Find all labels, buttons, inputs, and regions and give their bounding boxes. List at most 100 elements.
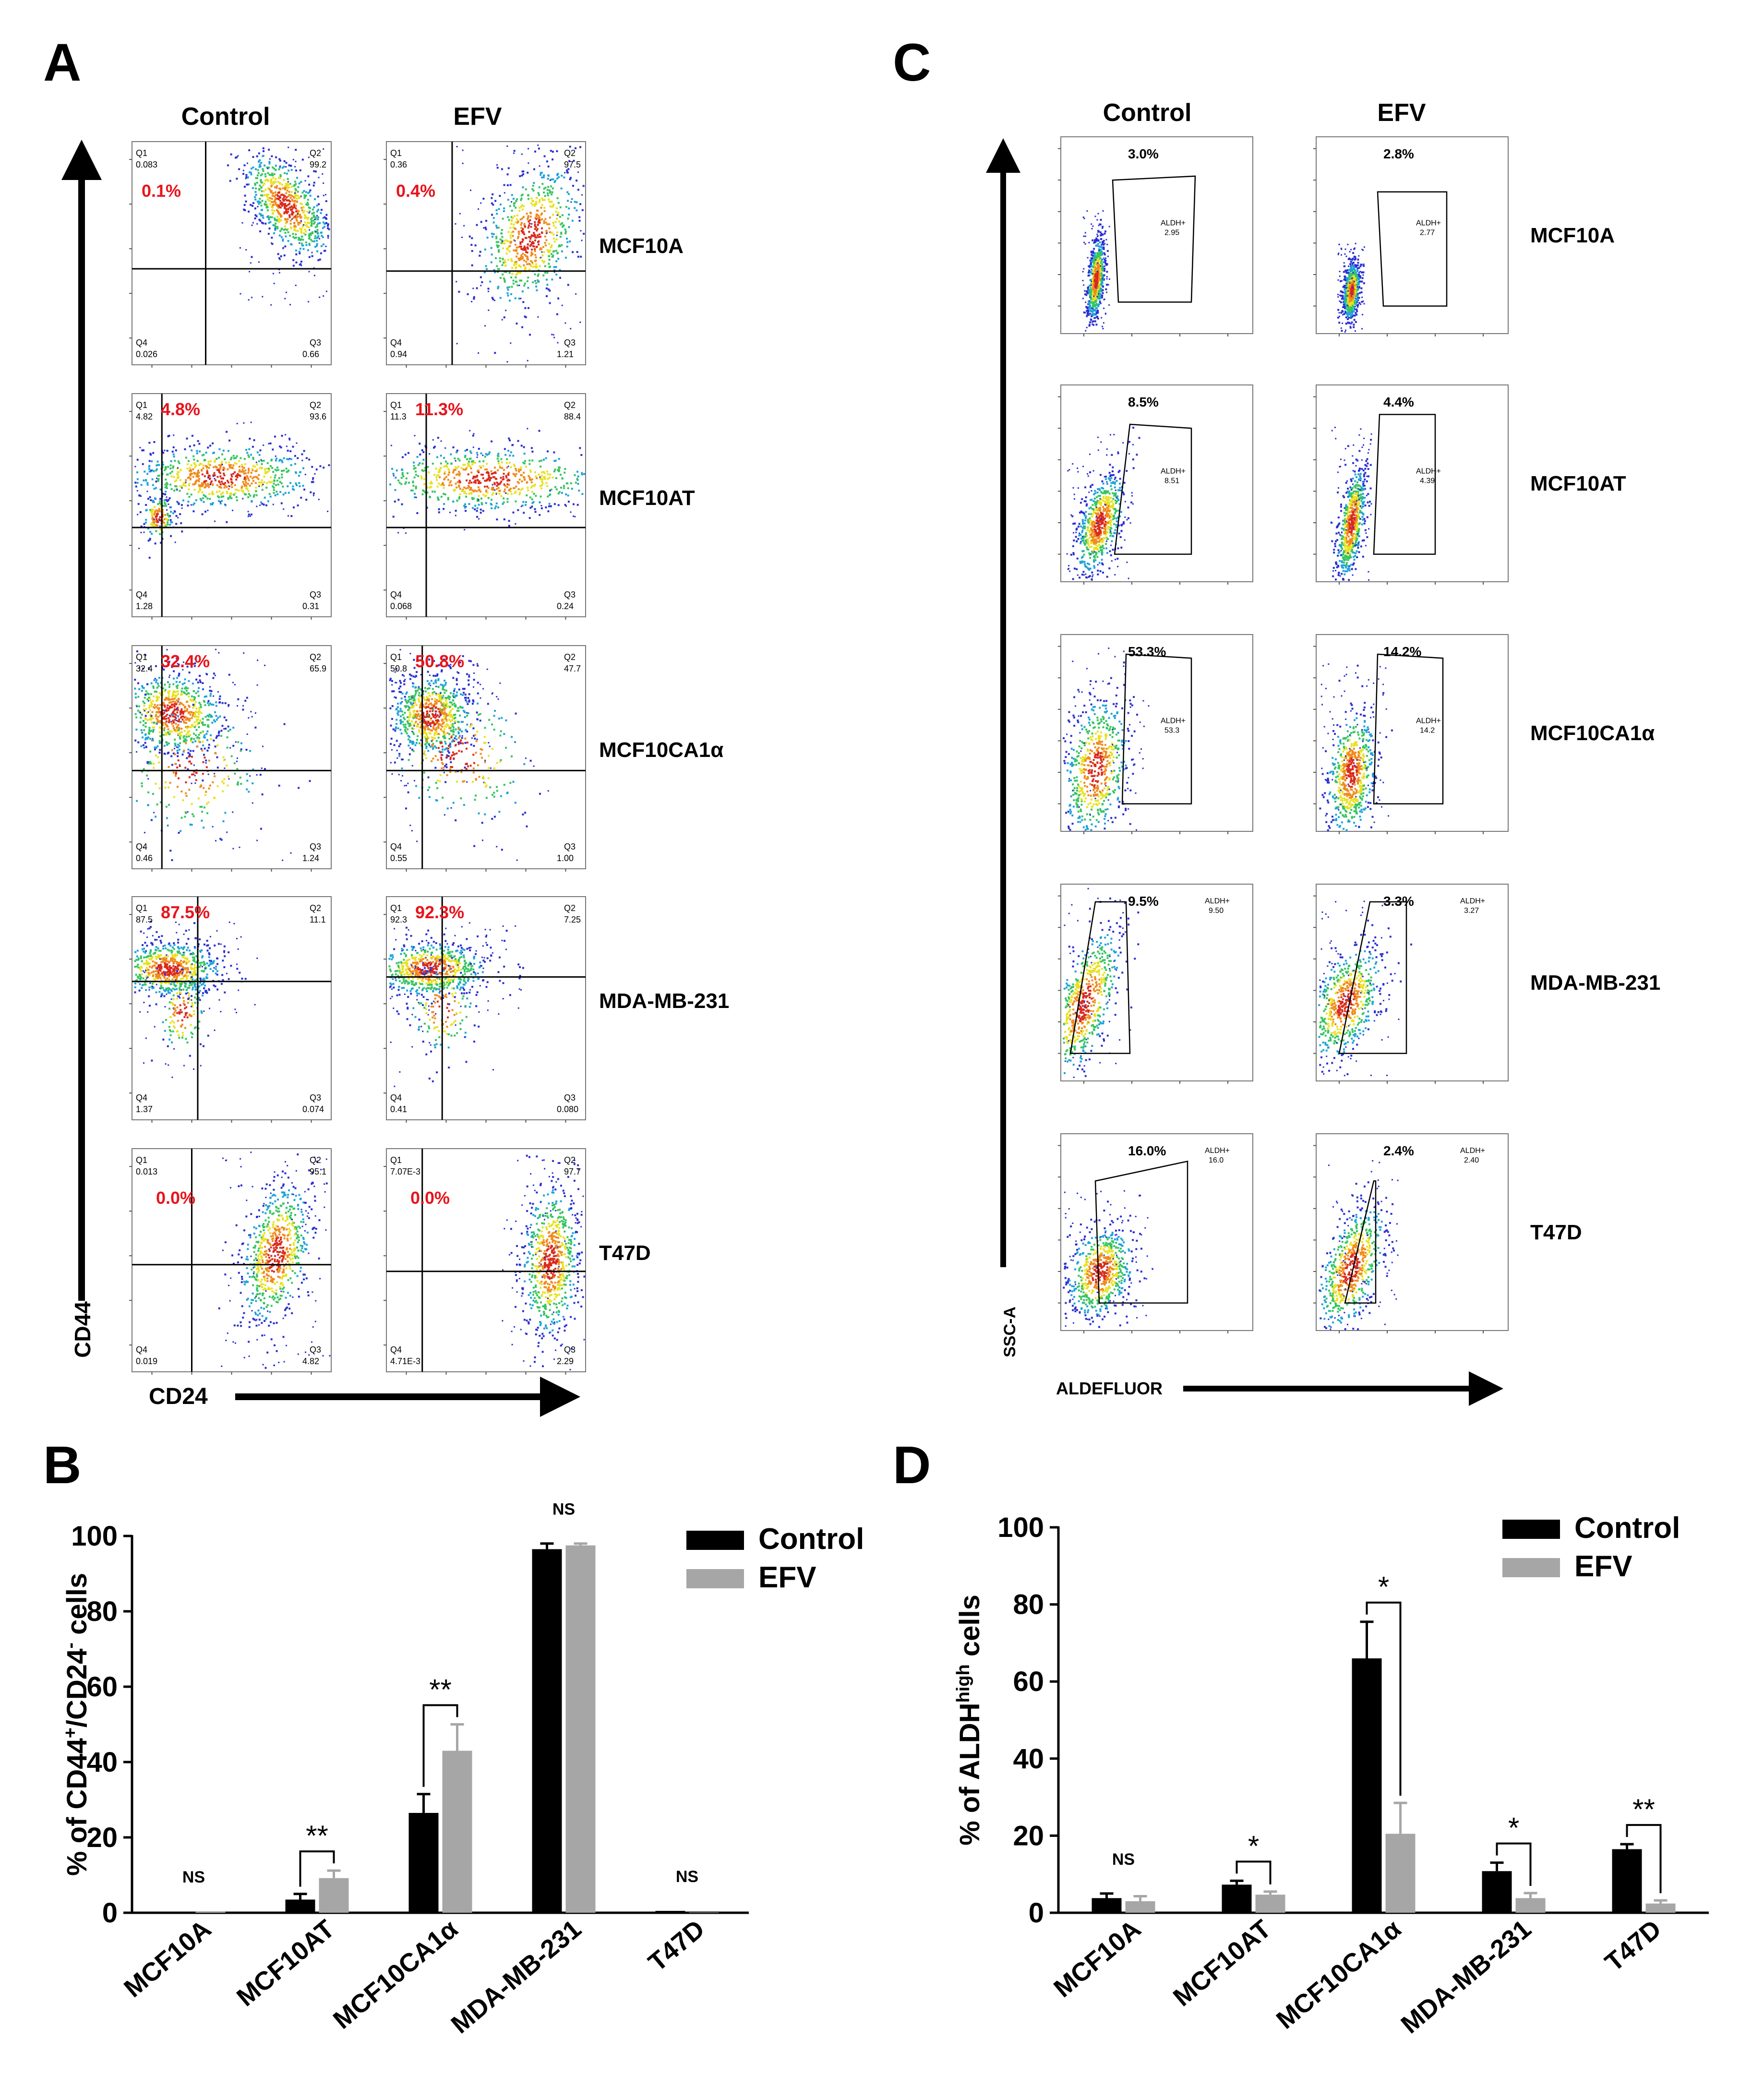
scatter-dot bbox=[423, 696, 425, 699]
scatter-dot bbox=[313, 275, 315, 276]
scatter-dot bbox=[271, 206, 273, 208]
scatter-dot bbox=[289, 200, 291, 203]
scatter-dot bbox=[522, 461, 525, 464]
scatter-dot bbox=[512, 217, 514, 219]
scatter-dot bbox=[263, 190, 265, 192]
scatter-dot bbox=[185, 781, 187, 783]
scatter-dot bbox=[426, 486, 429, 489]
scatter-dot bbox=[521, 504, 524, 507]
scatter-dot bbox=[579, 447, 581, 449]
scatter-dot bbox=[454, 468, 456, 471]
scatter-dot bbox=[207, 724, 209, 726]
scatter-dot bbox=[492, 233, 495, 235]
scatter-dot bbox=[431, 736, 433, 739]
scatter-dot bbox=[527, 287, 529, 289]
scatter-dot bbox=[422, 693, 424, 696]
scatter-dot bbox=[544, 241, 546, 244]
scatter-dot bbox=[230, 497, 233, 500]
cd44-cd24-plot-frame bbox=[132, 645, 332, 869]
scatter-dot bbox=[527, 227, 529, 229]
scatter-dot bbox=[173, 703, 176, 705]
scatter-dot bbox=[423, 483, 426, 485]
scatter-dot bbox=[249, 171, 251, 173]
scatter-dot bbox=[477, 498, 479, 500]
scatter-dot bbox=[286, 190, 288, 192]
scatter-dot bbox=[198, 675, 200, 677]
scatter-dot bbox=[444, 703, 446, 705]
scatter-dot bbox=[489, 280, 492, 283]
scatter-dot bbox=[185, 719, 187, 721]
scatter-dot bbox=[287, 187, 289, 189]
scatter-dot bbox=[538, 243, 540, 246]
scatter-dot bbox=[421, 493, 424, 495]
scatter-dot bbox=[302, 211, 304, 214]
scatter-dot bbox=[245, 176, 248, 178]
scatter-dot bbox=[534, 471, 536, 473]
quadrant-q1-value: 4.82 bbox=[136, 412, 153, 421]
scatter-dot bbox=[460, 467, 463, 469]
scatter-dot bbox=[524, 315, 526, 318]
scatter-dot bbox=[484, 456, 486, 458]
scatter-dot bbox=[504, 454, 507, 456]
scatter-dot bbox=[467, 487, 469, 489]
scatter-dot bbox=[255, 215, 258, 217]
scatter-dot bbox=[213, 672, 215, 675]
scatter-dot bbox=[266, 471, 268, 474]
scatter-dot bbox=[408, 481, 410, 484]
scatter-dot bbox=[411, 741, 413, 743]
scatter-dot bbox=[540, 505, 542, 506]
scatter-dot bbox=[527, 360, 528, 361]
scatter-dot bbox=[565, 505, 567, 507]
scatter-dot bbox=[399, 680, 401, 682]
scatter-dot bbox=[164, 722, 167, 724]
scatter-dot bbox=[494, 352, 496, 354]
scatter-dot bbox=[465, 729, 467, 732]
scatter-dot bbox=[283, 457, 285, 459]
scatter-dot bbox=[251, 256, 253, 258]
scatter-dot bbox=[558, 245, 560, 248]
scatter-dot bbox=[296, 484, 298, 486]
scatter-dot bbox=[249, 516, 251, 517]
scatter-dot bbox=[142, 449, 144, 452]
scatter-dot bbox=[396, 708, 398, 710]
scatter-dot bbox=[236, 422, 238, 424]
scatter-dot bbox=[298, 475, 300, 477]
scatter-dot bbox=[140, 484, 143, 486]
scatter-dot bbox=[164, 684, 166, 686]
scatter-dot bbox=[286, 182, 288, 185]
scatter-dot bbox=[526, 213, 528, 215]
scatter-dot bbox=[277, 211, 279, 214]
scatter-dot bbox=[243, 186, 246, 188]
scatter-dot bbox=[285, 198, 287, 201]
scatter-dot bbox=[414, 694, 417, 696]
scatter-dot bbox=[239, 777, 241, 779]
scatter-dot bbox=[499, 195, 501, 197]
scatter-dot bbox=[254, 182, 256, 185]
scatter-dot bbox=[471, 264, 473, 266]
scatter-dot bbox=[405, 693, 408, 695]
scatter-dot bbox=[527, 428, 528, 430]
panel-letter-c: C bbox=[893, 33, 931, 92]
scatter-dot bbox=[155, 816, 157, 818]
scatter-dot bbox=[448, 752, 450, 754]
scatter-dot bbox=[239, 247, 241, 249]
scatter-dot bbox=[153, 488, 156, 490]
scatter-dot bbox=[267, 168, 269, 169]
scatter-dot bbox=[171, 470, 173, 473]
scatter-dot bbox=[134, 693, 137, 695]
scatter-dot bbox=[146, 737, 149, 740]
scatter-dot bbox=[155, 516, 157, 518]
scatter-dot bbox=[174, 694, 176, 696]
scatter-dot bbox=[560, 223, 562, 226]
scatter-dot bbox=[435, 710, 437, 713]
scatter-dot bbox=[145, 504, 147, 506]
scatter-dot bbox=[577, 255, 579, 258]
scatter-dot bbox=[275, 156, 277, 158]
scatter-dot bbox=[179, 701, 181, 704]
scatter-dot bbox=[226, 746, 228, 749]
scatter-dot bbox=[320, 212, 322, 214]
scatter-dot bbox=[293, 222, 295, 225]
scatter-dot bbox=[323, 182, 324, 184]
scatter-dot bbox=[230, 464, 232, 466]
scatter-dot bbox=[551, 334, 553, 336]
